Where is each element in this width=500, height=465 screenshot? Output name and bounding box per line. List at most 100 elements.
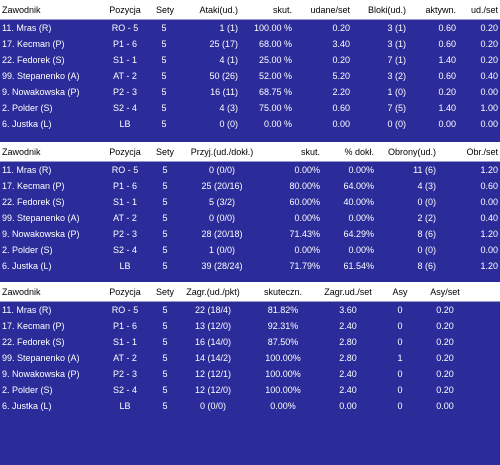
column-header[interactable]: Zawodnik <box>2 4 41 15</box>
table-cell: S2 - 4 <box>112 385 137 395</box>
table-cell: 1 (0) <box>387 87 406 97</box>
table-cell: 0.40 <box>480 213 498 223</box>
table-row[interactable]: 99. Stepanenko (A) AT - 2 5 0 (0/0) 0.00% 0.0… <box>0 210 500 226</box>
table-row[interactable]: 99. Stepanenko (A) AT - 2 5 14 (14/2) 100.00… <box>0 350 500 366</box>
table-cell: 5 <box>162 321 168 331</box>
table-row[interactable]: 22. Fedorek (S) S1 - 1 5 16 (14/0) 87.50% 2.8… <box>0 334 500 350</box>
column-header[interactable]: Asy/set <box>430 286 460 297</box>
table-cell: 25 (20/16) <box>201 181 243 191</box>
table-cell: 0.20 <box>436 385 454 395</box>
table-row[interactable]: 11. Mras (R) RO - 5 5 22 (18/4) 81.82% 3.60 0 0… <box>0 302 500 318</box>
column-header[interactable]: ud./set <box>470 4 498 15</box>
table-cell: 22. Fedorek (S) <box>2 55 65 65</box>
table-cell: 9. Nowakowska (P) <box>2 87 80 97</box>
table-cell: 5 <box>162 305 168 315</box>
table-cell: 0.20 <box>436 337 454 347</box>
column-header[interactable]: Ataki(ud.) <box>199 4 238 15</box>
table-cell: 2.80 <box>339 353 357 363</box>
table-cell: S1 - 1 <box>112 337 137 347</box>
table-cell: 3.60 <box>339 305 357 315</box>
column-header[interactable]: Przyj.(ud./dokł.) <box>190 146 254 157</box>
table-cell: 5 <box>162 213 168 223</box>
table-cell: 5 <box>162 229 168 239</box>
table-cell: 4 (3) <box>219 103 238 113</box>
table-cell: 0.60 <box>332 103 350 113</box>
table-cell: 0.00 % <box>263 119 292 129</box>
table-cell: 14 (14/2) <box>194 353 232 363</box>
table-cell: 99. Stepanenko (A) <box>2 353 80 363</box>
table-cell: RO - 5 <box>111 305 139 315</box>
column-header[interactable]: skut. <box>272 4 292 15</box>
table-cell: 17. Kecman (P) <box>2 321 65 331</box>
table-row[interactable]: 2. Polder (S) S2 - 4 5 1 (0/0) 0.00% 0.00% 0 (… <box>0 242 500 258</box>
table-cell: 12 (12/1) <box>194 369 232 379</box>
table-row[interactable]: 17. Kecman (P) P1 - 6 5 25 (17) 68.00 % 3.40 3… <box>0 36 500 52</box>
table-row[interactable]: 11. Mras (R) RO - 5 5 1 (1) 100.00 % 0.20 3 (1… <box>0 20 500 36</box>
table-cell: 75.00 % <box>258 103 292 113</box>
column-header[interactable]: skuteczn. <box>263 286 303 297</box>
column-header[interactable]: Bloki(ud.) <box>367 4 406 15</box>
table-cell: 7 (5) <box>387 103 406 113</box>
column-header[interactable]: Zawodnik <box>2 286 41 297</box>
column-header[interactable]: Sety <box>156 146 175 157</box>
column-header[interactable]: Zagr.ud./set <box>324 286 372 297</box>
table-cell: 0.20 <box>480 39 498 49</box>
column-header[interactable]: skut. <box>300 146 320 157</box>
table-cell: 0 (0) <box>417 245 436 255</box>
table-cell: 5 <box>162 165 168 175</box>
table-cell: 5 <box>161 103 167 113</box>
table-cell: 13 (12/0) <box>194 321 232 331</box>
column-header[interactable]: Sety <box>156 286 175 297</box>
table-cell: 11. Mras (R) <box>2 305 52 315</box>
table-cell: 100.00% <box>265 385 301 395</box>
table-cell: 22 (18/4) <box>194 305 232 315</box>
column-header[interactable]: Obrony(ud.) <box>387 146 436 157</box>
table-row[interactable]: 6. Justka (L) LB 5 0 (0) 0.00 % 0.00 0 (0) 0.00… <box>0 116 500 132</box>
table-row[interactable]: 9. Nowakowska (P) P2 - 3 5 12 (12/1) 100.00%… <box>0 366 500 382</box>
column-header[interactable]: Pozycja <box>109 286 141 297</box>
table-cell: 2. Polder (S) <box>2 245 53 255</box>
column-header[interactable]: Sety <box>156 4 174 15</box>
column-header[interactable]: Pozycja <box>109 146 141 157</box>
table-row[interactable]: 6. Justka (L) LB 5 39 (28/24) 71.79% 61.54% 8 … <box>0 258 500 274</box>
table-cell: 6. Justka (L) <box>2 401 52 411</box>
table-cell: 0.00 <box>438 119 456 129</box>
table-row[interactable]: 9. Nowakowska (P) P2 - 3 5 16 (11) 68.75 % 2.… <box>0 84 500 100</box>
table-cell: 2.40 <box>339 369 357 379</box>
table-cell: 80.00% <box>289 181 320 191</box>
table-row[interactable]: 17. Kecman (P) P1 - 6 5 13 (12/0) 92.31% 2.40… <box>0 318 500 334</box>
column-header[interactable]: Obr./set <box>466 146 498 157</box>
table-cell: 0.60 <box>480 181 498 191</box>
table-cell: 0.60 <box>438 23 456 33</box>
table-cell: 64.00% <box>343 181 374 191</box>
table-cell: 0.00 <box>436 401 454 411</box>
column-header[interactable]: Pozycja <box>109 4 141 15</box>
table-cell: 1 (0/0) <box>208 245 235 255</box>
table-cell: 17. Kecman (P) <box>2 39 65 49</box>
table-row[interactable]: 99. Stepanenko (A) AT - 2 5 50 (26) 52.00 % 5… <box>0 68 500 84</box>
table-row[interactable]: 17. Kecman (P) P1 - 6 5 25 (20/16) 80.00% 64.… <box>0 178 500 194</box>
table-cell: 61.54% <box>343 261 374 271</box>
column-header[interactable]: Zagr.(ud./pkt) <box>186 286 240 297</box>
table-row[interactable]: 22. Fedorek (S) S1 - 1 5 4 (1) 25.00 % 0.20 7 … <box>0 52 500 68</box>
table-row[interactable]: 2. Polder (S) S2 - 4 5 4 (3) 75.00 % 0.60 7 (5… <box>0 100 500 116</box>
table-cell: 0.00% <box>294 245 320 255</box>
table-cell: 0.00% <box>294 165 320 175</box>
table-cell: 50 (26) <box>209 71 238 81</box>
table-cell: 0 (0/0) <box>208 213 235 223</box>
table-cell: 0.00% <box>270 401 296 411</box>
table-row[interactable]: 22. Fedorek (S) S1 - 1 5 5 (3/2) 60.00% 40.00… <box>0 194 500 210</box>
table-row[interactable]: 11. Mras (R) RO - 5 5 0 (0/0) 0.00% 0.00% 11 (… <box>0 162 500 178</box>
table-cell: 2.20 <box>332 87 350 97</box>
column-header[interactable]: aktywn. <box>425 4 456 15</box>
table-row[interactable]: 6. Justka (L) LB 5 0 (0/0) 0.00% 0.00 0 0.00 <box>0 398 500 414</box>
table-cell: P1 - 6 <box>112 321 137 331</box>
column-header[interactable]: Asy <box>392 286 408 297</box>
table-row[interactable]: 9. Nowakowska (P) P2 - 3 5 28 (20/18) 71.43%… <box>0 226 500 242</box>
table-row[interactable]: 2. Polder (S) S2 - 4 5 12 (12/0) 100.00% 2.40… <box>0 382 500 398</box>
column-header[interactable]: udane/set <box>310 4 350 15</box>
column-header[interactable]: Zawodnik <box>2 146 41 157</box>
table-cell: 5 <box>162 385 168 395</box>
column-header[interactable]: % dokł. <box>344 146 374 157</box>
table-cell: 5 (3/2) <box>208 197 235 207</box>
